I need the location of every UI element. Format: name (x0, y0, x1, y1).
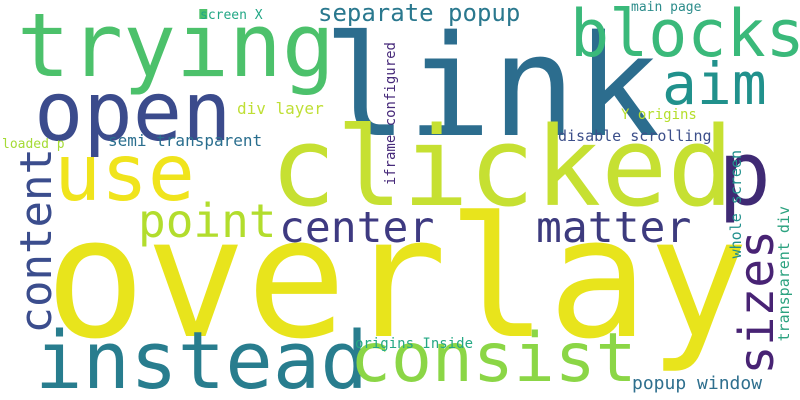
word-p: p (718, 122, 771, 225)
word-link: link (323, 6, 661, 169)
word-matter: matter (536, 203, 692, 253)
word-whole-screen: whole screen (727, 150, 745, 259)
word-consist: consist (350, 319, 637, 398)
word-instead: instead (35, 315, 368, 400)
word-main-page: main page (631, 0, 702, 15)
word-trying: trying (17, 0, 335, 97)
word-origins-inside: origins Inside (355, 336, 474, 352)
word-point: point (138, 194, 277, 248)
word-y-origins: Y origins (621, 107, 697, 123)
word-aim: aim (662, 50, 767, 118)
word-screen-x: screen X (200, 8, 263, 23)
word-popup-window: popup window (632, 373, 763, 394)
word-disable-scrolling: disable scrolling (558, 127, 712, 145)
word-separate-popup: separate popup (318, 0, 521, 27)
word-loaded-p: loaded p (2, 137, 65, 152)
word-transparent-div: transparent div (775, 206, 793, 342)
word-blocks: blocks (570, 0, 800, 72)
word-overlay: overlay (45, 182, 749, 376)
word-clicked: clicked (270, 103, 734, 231)
word-use: use (54, 129, 195, 219)
word-div-layer: div layer (237, 99, 324, 118)
word-center: center (279, 203, 435, 253)
word-content: content (11, 148, 62, 334)
word-open: open (34, 65, 232, 160)
word-semi-transparent: semi transparent (108, 131, 263, 150)
word-iframe-configured: iframe configured (383, 42, 399, 186)
